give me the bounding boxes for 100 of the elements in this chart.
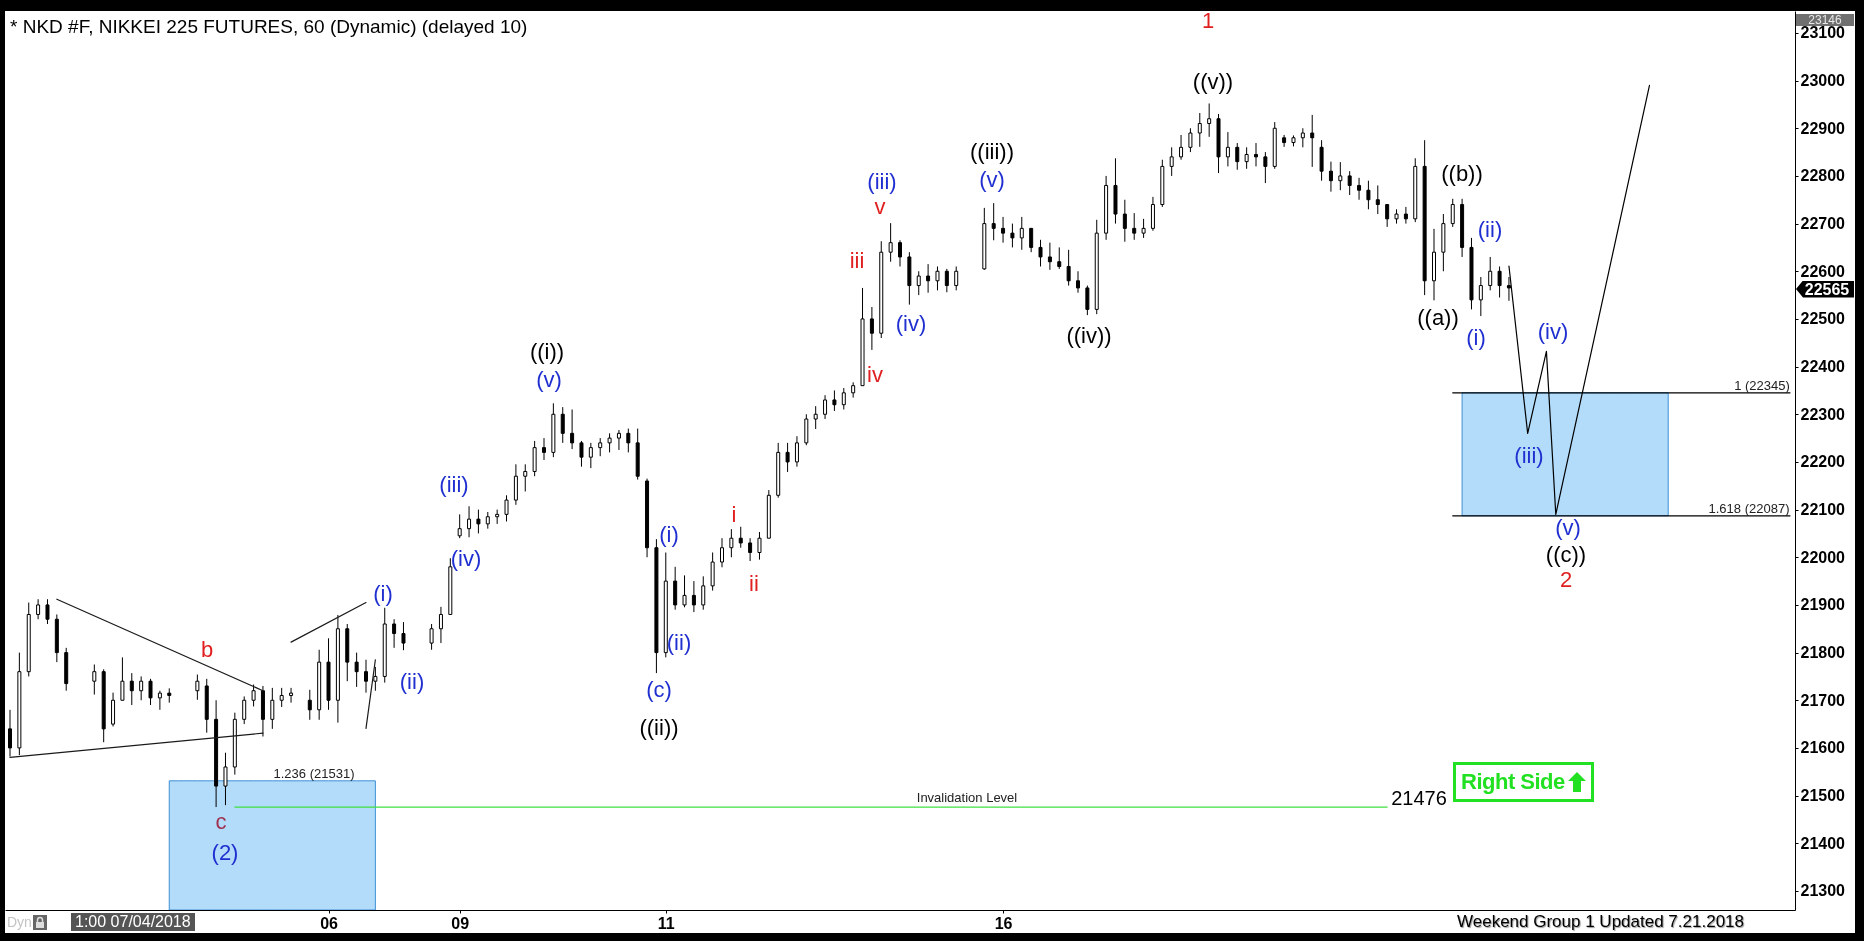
annotation: 1 (22345) [1734, 377, 1790, 393]
annotation: ((i)) [529, 339, 565, 364]
candlestick [991, 202, 996, 241]
candlestick [560, 406, 565, 444]
candlestick [1347, 170, 1352, 196]
annotation: i [731, 502, 737, 527]
chart-title: * NKD #F, NIKKEI 225 FUTURES, 60 (Dynamic) (delayed 10) [10, 16, 528, 37]
candlestick [120, 656, 125, 701]
candlestick [1244, 146, 1249, 170]
candlestick [616, 429, 621, 451]
candlestick [1282, 134, 1287, 148]
candlestick [916, 270, 921, 296]
candlestick [429, 623, 434, 651]
candlestick [354, 652, 359, 688]
annotation: ((c)) [1545, 542, 1587, 567]
candlestick [579, 440, 584, 468]
candlestick [729, 528, 734, 558]
candlestick [270, 687, 275, 730]
candlestick [476, 509, 481, 534]
candlestick [1019, 216, 1024, 251]
annotation: v [874, 194, 886, 219]
y-tick-label: 21300 [1800, 882, 1846, 900]
candlestick [467, 505, 472, 538]
candlestick [598, 437, 603, 457]
y-tick-label: 22100 [1800, 501, 1846, 519]
annotation: (v) [1555, 515, 1581, 540]
candlestick [392, 618, 397, 649]
candlestick [279, 687, 284, 708]
y-tick-label: 23100 [1800, 24, 1846, 42]
candlestick [1207, 102, 1212, 138]
annotation: ((v)) [1192, 69, 1234, 94]
candlestick [1357, 177, 1362, 201]
text: 22565 [1796, 280, 1854, 298]
annotation: ((iii)) [970, 139, 1014, 164]
candlestick [1141, 218, 1146, 239]
annotation: ((a)) [1417, 305, 1459, 330]
candlestick [45, 598, 50, 625]
candlestick [720, 537, 724, 568]
candlestick [785, 442, 790, 473]
candlestick [1010, 223, 1015, 248]
text: 1:00 07/04/2018 [71, 913, 195, 931]
candlestick [1254, 142, 1258, 167]
badge: Right Side [1453, 762, 1594, 802]
y-tick-label: 22800 [1800, 167, 1846, 185]
candlestick [626, 428, 631, 453]
candlestick [1263, 151, 1268, 184]
candlestick [129, 672, 134, 706]
annotation: ((ii)) [639, 715, 679, 740]
annotation: c [215, 809, 227, 834]
candlestick [1076, 270, 1080, 294]
candlestick [954, 266, 959, 291]
annotation: b [200, 637, 214, 662]
annotation: (iii) [867, 169, 897, 194]
y-tick-label: 21500 [1800, 787, 1846, 805]
candlestick [1375, 184, 1380, 215]
y-tick-label: 21700 [1800, 691, 1846, 709]
candlestick [823, 394, 828, 420]
candlestick [92, 664, 97, 696]
candlestick [944, 268, 949, 293]
annotation: (iv) [1537, 319, 1569, 344]
candlestick [242, 695, 247, 725]
candlestick [757, 531, 762, 561]
candlestick [1338, 161, 1343, 191]
annotation: (2) [211, 840, 239, 865]
candlestick [307, 689, 312, 721]
candlestick [1310, 114, 1315, 168]
candlestick [1188, 127, 1193, 153]
candlestick [1047, 242, 1052, 271]
text: Dyn [7, 913, 32, 931]
candlestick [1319, 139, 1324, 182]
candlestick [1197, 112, 1202, 148]
y-tick-label: 22400 [1800, 358, 1846, 376]
annotation: iv [867, 362, 883, 387]
x-tick-label: 06 [320, 914, 339, 932]
text: 23146 [1796, 13, 1854, 27]
annotation: 21476 [1391, 787, 1447, 809]
text: Weekend Group 1 Updated 7.21.2018 [1456, 912, 1744, 931]
y-tick-label: 22700 [1800, 215, 1846, 233]
candlestick [289, 687, 294, 704]
candlestick [8, 709, 12, 758]
candlestick [701, 575, 706, 611]
y-tick-label: 21600 [1800, 739, 1846, 757]
candlestick [804, 413, 809, 446]
candlestick [1122, 199, 1127, 243]
candlestick [691, 580, 696, 613]
annotation: (iii) [439, 472, 469, 497]
candlestick [926, 263, 931, 294]
candlestick [504, 494, 509, 523]
candlestick [1328, 161, 1333, 193]
candlestick [139, 675, 144, 701]
annotation: 1 [1201, 8, 1215, 33]
candlestick [570, 409, 575, 450]
y-tick-label: 22600 [1800, 262, 1846, 280]
candlestick [1001, 216, 1006, 244]
candlestick [195, 674, 200, 701]
candlestick [1385, 203, 1390, 228]
annotation: iii [849, 248, 865, 273]
candlestick [1488, 256, 1493, 291]
candlestick [1403, 206, 1408, 225]
candlestick [841, 387, 846, 410]
